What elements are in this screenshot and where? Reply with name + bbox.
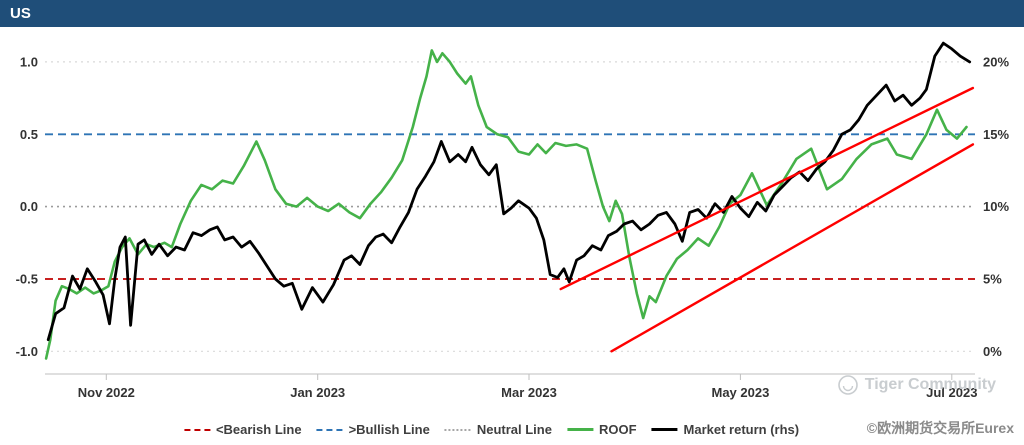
left-axis-label: 1.0 bbox=[20, 54, 38, 69]
copyright-watermark: ©欧洲期货交易所Eurex bbox=[866, 420, 1014, 436]
legend-item-roof: ROOF bbox=[566, 422, 637, 437]
right-axis-label: 15% bbox=[983, 127, 1009, 142]
bullish-line-sample bbox=[316, 428, 343, 431]
x-axis-label: Mar 2023 bbox=[501, 385, 557, 400]
right-axis-label: 20% bbox=[983, 54, 1009, 69]
neutral-line-sample bbox=[444, 428, 471, 431]
bearish-line-sample bbox=[183, 428, 210, 431]
x-axis-label: Jan 2023 bbox=[290, 385, 345, 400]
left-axis-label: 0.5 bbox=[20, 127, 38, 142]
title-bar: US bbox=[0, 0, 1024, 27]
legend-item-neutral: Neutral Line bbox=[444, 422, 552, 437]
market-return-line bbox=[46, 41, 972, 342]
right-axis-label: 5% bbox=[983, 272, 1002, 287]
roof-line-sample bbox=[566, 428, 593, 431]
x-axis-label: Nov 2022 bbox=[78, 385, 135, 400]
legend-item-bearish: <Bearish Line bbox=[183, 422, 302, 437]
legend-label-bullish: >Bullish Line bbox=[348, 422, 430, 437]
left-axis-label: -0.5 bbox=[16, 272, 38, 287]
roof-line bbox=[44, 49, 968, 360]
left-axis-label: 0.0 bbox=[20, 199, 38, 214]
right-axis-label: 10% bbox=[983, 199, 1009, 214]
trend-channel-upper-line bbox=[559, 86, 975, 291]
tiger-community-logo-icon bbox=[837, 375, 858, 395]
legend-label-neutral: Neutral Line bbox=[476, 422, 552, 437]
legend-label-roof: ROOF bbox=[598, 422, 637, 437]
left-axis-label: -1.0 bbox=[16, 344, 38, 359]
legend-label-bearish: <Bearish Line bbox=[215, 422, 302, 437]
tiger-community-label: Tiger Community bbox=[864, 376, 996, 393]
tiger-community-watermark: Tiger Community bbox=[837, 374, 996, 396]
chart-legend: <Bearish Line >Bullish Line Neutral Line… bbox=[183, 422, 800, 437]
right-axis-label: 0% bbox=[983, 344, 1002, 359]
x-axis-label: May 2023 bbox=[711, 385, 769, 400]
roof-ratio-chart: Nov 2022 Jan 2023 Mar 2023 May 2023 Jul 2023… bbox=[16, 41, 1009, 400]
market-return-line-sample bbox=[651, 428, 678, 431]
x-axis-label: Jul 2023 bbox=[926, 385, 977, 400]
trend-channel-lower-line bbox=[610, 143, 975, 353]
chart-title: US bbox=[10, 5, 31, 22]
legend-label-market-return: Market return (rhs) bbox=[683, 422, 800, 437]
legend-item-market-return: Market return (rhs) bbox=[651, 422, 800, 437]
legend-item-bullish: >Bullish Line bbox=[316, 422, 430, 437]
